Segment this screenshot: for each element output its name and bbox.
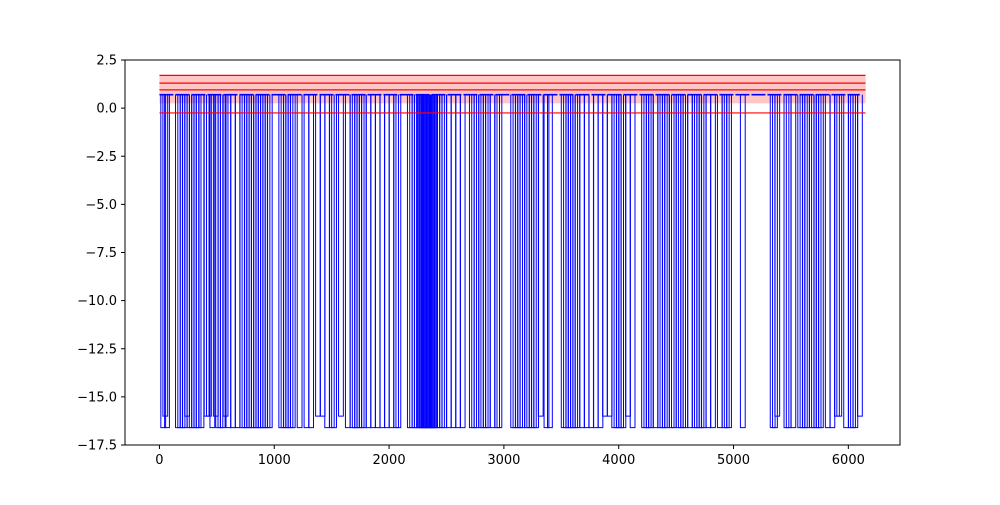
y-tick-label: −7.5 (85, 246, 117, 261)
y-tick-label: −2.5 (85, 150, 117, 165)
series-spike (331, 94, 337, 429)
series-spike (836, 94, 843, 417)
x-axis: 0 1000 2000 3000 4000 5000 6000 (155, 445, 865, 468)
series-spike (774, 94, 781, 417)
series-spike (289, 94, 296, 429)
series-spike (857, 94, 863, 417)
x-tick-label: 2000 (373, 453, 406, 468)
series-spike (790, 94, 797, 429)
series-0 (159, 93, 863, 429)
series-spike (308, 94, 315, 429)
series-spike (395, 94, 402, 429)
y-tick-label: −10.0 (77, 294, 117, 309)
y-tick-label: −5.0 (85, 198, 117, 213)
y-tick-label: 0.0 (96, 102, 117, 117)
y-axis: 2.5 0.0 −2.5 −5.0 −7.5 −10.0 −12.5 −15.0 −17.5 (77, 54, 125, 454)
series-spike (629, 94, 636, 429)
series-spike (772, 94, 778, 429)
series-spike (817, 94, 824, 429)
y-tick-label: −17.5 (77, 439, 117, 454)
series-spike (266, 94, 273, 429)
y-tick-label: −15.0 (77, 390, 117, 405)
x-tick-label: 6000 (832, 453, 865, 468)
series-spike (739, 94, 746, 429)
y-tick-label: −12.5 (77, 342, 117, 357)
x-tick-label: 5000 (717, 453, 750, 468)
plot-area (159, 74, 866, 429)
series-spike (726, 94, 732, 429)
series-spike (296, 94, 303, 429)
series-spike (338, 94, 344, 417)
series-spike (160, 94, 167, 429)
series-spike (496, 94, 503, 429)
x-tick-label: 1000 (258, 453, 291, 468)
series-spike (219, 94, 226, 429)
x-tick-label: 4000 (602, 453, 635, 468)
series-spike (710, 94, 716, 429)
series-spike (547, 94, 553, 429)
series-spike (459, 94, 466, 429)
x-tick-label: 0 (155, 453, 163, 468)
series-spike (537, 94, 544, 417)
series-spike (206, 94, 212, 417)
x-tick-label: 3000 (487, 453, 520, 468)
series-spike (164, 94, 170, 429)
series-spike (162, 94, 169, 417)
series-spike (209, 94, 216, 429)
series-spike (543, 94, 550, 429)
y-tick-label: 2.5 (96, 54, 117, 69)
